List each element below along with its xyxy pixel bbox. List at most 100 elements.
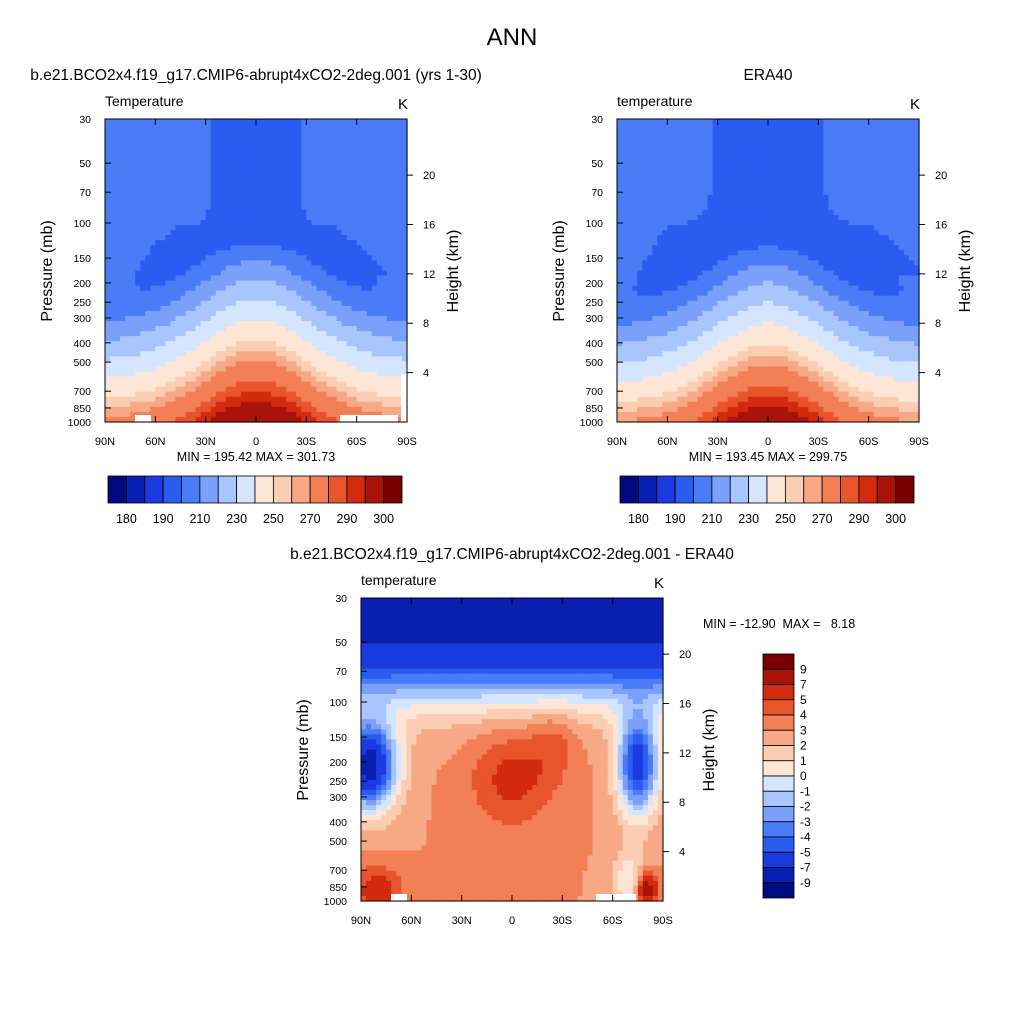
- field-cell: [727, 199, 734, 206]
- field-cell: [130, 265, 136, 272]
- field-cell: [130, 119, 136, 125]
- field-cell: [235, 366, 242, 373]
- field-cell: [356, 169, 363, 176]
- field-cell: [321, 295, 328, 302]
- field-cell: [165, 255, 172, 261]
- field-cell: [105, 174, 111, 181]
- field-cell: [155, 255, 161, 261]
- field-cell: [908, 179, 915, 186]
- field-cell: [682, 174, 689, 181]
- field-cell: [386, 179, 393, 186]
- field-cell: [130, 179, 136, 186]
- field-cell: [371, 386, 378, 393]
- field-cell: [813, 124, 819, 130]
- field-cell: [281, 134, 287, 140]
- field-cell: [868, 174, 875, 181]
- field-cell: [732, 134, 739, 140]
- field-cell: [843, 129, 850, 135]
- field-cell: [712, 199, 719, 206]
- field-cell: [291, 220, 297, 226]
- field-cell: [848, 204, 855, 211]
- field-cell: [266, 149, 272, 155]
- field-cell: [707, 194, 714, 201]
- field-cell: [868, 179, 875, 186]
- field-cell: [366, 356, 373, 362]
- field-cell: [401, 250, 408, 256]
- field-cell: [175, 134, 182, 140]
- field-cell: [296, 214, 302, 221]
- field-cell: [361, 265, 368, 272]
- field-cell: [823, 214, 829, 221]
- field-cell: [386, 199, 393, 206]
- field-cell: [351, 331, 358, 337]
- field-cell: [336, 159, 343, 166]
- field-cell: [261, 189, 267, 196]
- field-cell: [155, 371, 161, 378]
- field-cell: [401, 129, 408, 135]
- field-cell: [215, 209, 222, 216]
- field-cell: [130, 209, 136, 216]
- field-cell: [170, 194, 177, 201]
- field-cell: [366, 164, 373, 171]
- field-cell: [717, 199, 724, 206]
- field-cell: [376, 341, 383, 347]
- field-cell: [341, 164, 348, 171]
- field-cell: [205, 310, 212, 317]
- field-cell: [210, 381, 217, 388]
- field-cell: [627, 194, 633, 201]
- field-cell: [647, 189, 653, 196]
- field-cell: [301, 401, 307, 408]
- field-cell: [200, 315, 207, 322]
- field-cell: [361, 381, 368, 388]
- field-cell: [306, 250, 312, 256]
- field-cell: [291, 194, 297, 201]
- field-cell: [115, 139, 121, 145]
- field-cell: [341, 220, 348, 226]
- field-cell: [230, 245, 237, 251]
- field-cell: [396, 336, 403, 342]
- field-cell: [170, 184, 177, 191]
- field-cell: [662, 124, 668, 130]
- field-cell: [271, 381, 277, 388]
- field-cell: [768, 194, 774, 201]
- field-cell: [818, 159, 824, 166]
- field-cell: [376, 411, 383, 418]
- field-cell: [808, 199, 814, 206]
- field-cell: [296, 194, 302, 201]
- field-cell: [371, 149, 378, 155]
- field-cell: [396, 391, 403, 398]
- field-cell: [120, 371, 126, 378]
- field-cell: [175, 361, 182, 368]
- field-cell: [858, 134, 865, 140]
- field-cell: [256, 315, 262, 322]
- field-cell: [170, 361, 177, 368]
- field-cell: [346, 315, 353, 322]
- field-cell: [351, 154, 358, 160]
- field-cell: [281, 189, 287, 196]
- field-cell: [712, 129, 719, 135]
- field-cell: [326, 174, 333, 181]
- field-cell: [155, 401, 161, 408]
- field-cell: [215, 406, 222, 413]
- field-cell: [271, 290, 277, 297]
- field-cell: [200, 250, 207, 256]
- field-cell: [190, 336, 197, 342]
- field-cell: [140, 139, 146, 145]
- field-cell: [346, 351, 353, 357]
- field-cell: [230, 139, 237, 145]
- field-cell: [105, 260, 111, 267]
- field-cell: [727, 184, 734, 191]
- field-cell: [180, 300, 187, 307]
- field-cell: [165, 194, 172, 201]
- field-cell: [110, 315, 116, 322]
- field-cell: [266, 321, 272, 327]
- field-cell: [130, 230, 136, 236]
- field-cell: [667, 139, 673, 145]
- field-cell: [205, 321, 212, 327]
- field-cell: [110, 361, 116, 368]
- field-cell: [205, 179, 212, 186]
- field-cell: [286, 285, 292, 292]
- field-cell: [140, 371, 146, 378]
- field-cell: [396, 310, 403, 317]
- field-cell: [120, 184, 126, 191]
